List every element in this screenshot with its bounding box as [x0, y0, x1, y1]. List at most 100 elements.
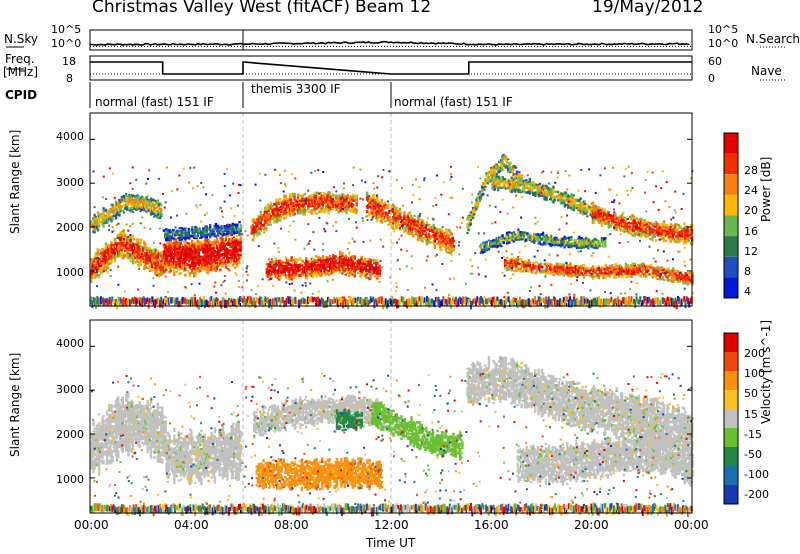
scatter-cell [515, 265, 518, 268]
scatter-cell [188, 249, 192, 253]
scatter-cell [344, 268, 347, 271]
scatter-cell [223, 255, 227, 257]
scatter-cell [209, 235, 212, 239]
scatter-cell [381, 209, 385, 213]
scatter-cell [497, 165, 501, 169]
scatter-cell [508, 238, 511, 242]
scatter-cell [689, 271, 692, 275]
scatter-cell [498, 184, 501, 187]
scatter-cell [102, 257, 105, 260]
scatter-cell [367, 276, 370, 280]
scatter-cell [313, 203, 317, 206]
scatter-cell [332, 254, 335, 257]
scatter-cell [441, 235, 444, 238]
scatter-cell [293, 195, 296, 199]
scatter-cell [187, 228, 190, 230]
scatter-cell [179, 245, 183, 248]
scatter-cell [479, 246, 483, 249]
scatter-cell [296, 211, 300, 215]
scatter-cell [533, 261, 536, 264]
scatter-cell [634, 232, 637, 235]
scatter-cell [379, 204, 382, 208]
scatter-cell [671, 235, 675, 238]
scatter-cell [540, 264, 543, 267]
scatter-cell [126, 247, 129, 250]
scatter-cell [452, 245, 456, 248]
scatter-cell [96, 213, 100, 217]
scatter-cell [348, 251, 351, 255]
scatter-cell [483, 248, 486, 252]
scatter-cell [288, 267, 291, 271]
scatter-cell [628, 215, 632, 218]
scatter-cell [284, 197, 287, 200]
scatter-cell [588, 269, 591, 272]
scatter-cell [632, 230, 635, 233]
scatter-cell [180, 234, 184, 237]
scatter-cell [256, 227, 259, 230]
scatter-cell [323, 192, 327, 196]
scatter-cell [562, 201, 565, 204]
scatter-cell [546, 186, 549, 189]
scatter-cell [377, 202, 380, 206]
scatter-cell [100, 258, 103, 261]
scatter-cell [186, 257, 189, 261]
scatter-cell [160, 271, 163, 274]
scatter-cell [102, 212, 105, 216]
scatter-cell [586, 215, 589, 218]
scatter-cell [525, 238, 528, 242]
scatter-cell [499, 181, 502, 185]
scatter-cell [174, 238, 177, 241]
scatter-cell [654, 239, 658, 242]
scatter-cell [439, 245, 442, 249]
scatter-cell [490, 242, 493, 246]
scatter-cell [517, 228, 520, 232]
scatter-cell [221, 260, 224, 263]
scatter-cell [279, 215, 283, 218]
scatter-cell [510, 258, 513, 262]
scatter-cell [450, 249, 453, 253]
scatter-cell [195, 227, 198, 231]
scatter-cell [409, 233, 413, 235]
scatter-cell [318, 196, 321, 199]
scatter-cell [194, 274, 197, 277]
scatter-cell [292, 203, 295, 206]
scatter-cell [379, 209, 382, 213]
scatter-cell [129, 206, 132, 210]
scatter-cell [346, 261, 350, 263]
scatter-cell [227, 261, 230, 264]
scatter-cell [197, 258, 201, 262]
scatter-cell [230, 234, 233, 236]
scatter-cell [127, 252, 130, 255]
scatter-cell [178, 231, 181, 235]
scatter-cell [447, 236, 450, 239]
scatter-cell [108, 216, 111, 219]
scatter-cell [562, 267, 565, 270]
scatter-cell [120, 236, 123, 239]
scatter-cell [428, 240, 431, 244]
scatter-cell [146, 251, 149, 255]
scatter-cell [487, 176, 491, 179]
scatter-cell [424, 231, 427, 234]
scatter-cell [136, 260, 139, 263]
scatter-cell [510, 176, 513, 180]
scatter-cell [320, 209, 323, 213]
scatter-cell [160, 203, 163, 207]
scatter-cell [269, 270, 272, 273]
scatter-cell [104, 208, 108, 212]
scatter-cell [325, 204, 328, 208]
scatter-cell [122, 199, 126, 202]
scatter-cell [388, 216, 391, 220]
power-panel [89, 112, 694, 310]
scatter-cell [238, 221, 241, 224]
scatter-cell [405, 228, 408, 231]
scatter-cell [166, 242, 169, 245]
scatter-cell [299, 194, 302, 197]
scatter-cell [178, 227, 181, 230]
scatter-cell [425, 243, 429, 246]
scatter-cell [223, 225, 227, 227]
scatter-cell [507, 268, 510, 271]
scatter-cell [322, 259, 325, 262]
scatter-cell [353, 257, 356, 260]
scatter-cell [323, 208, 327, 211]
scatter-cell [651, 226, 654, 229]
